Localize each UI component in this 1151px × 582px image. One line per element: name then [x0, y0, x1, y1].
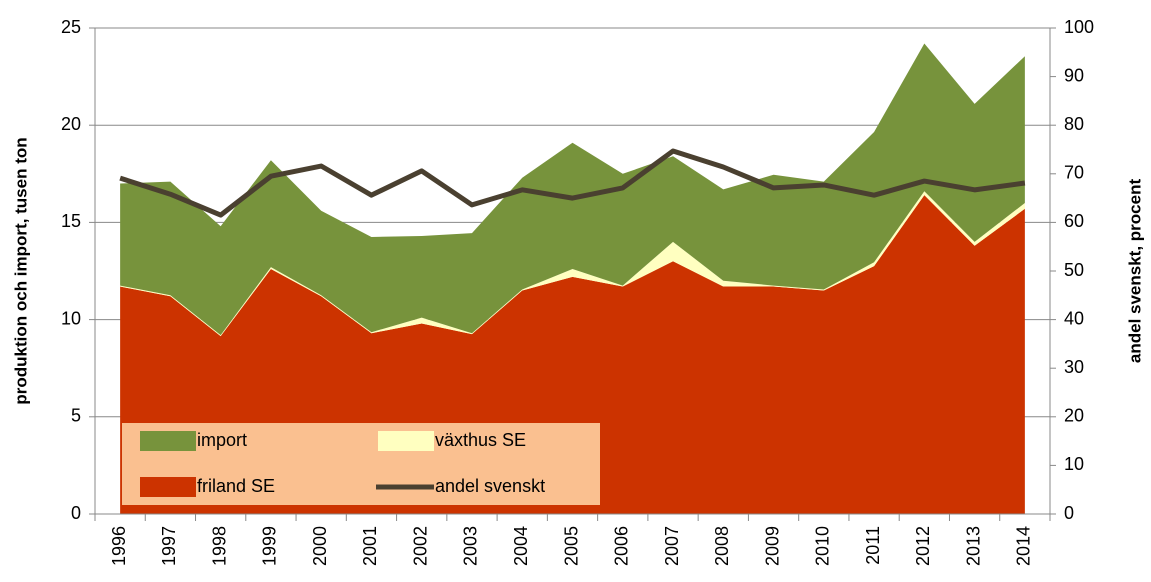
x-tick-label: 2012 — [913, 526, 933, 566]
y-tick-label: 20 — [61, 114, 81, 134]
x-tick-label: 1998 — [209, 526, 229, 566]
x-tick-label: 2001 — [360, 526, 380, 566]
x-tick-label: 2000 — [310, 526, 330, 566]
x-tick-label: 2008 — [712, 526, 732, 566]
y2-tick-label: 80 — [1064, 114, 1084, 134]
y2-tick-label: 0 — [1064, 503, 1074, 523]
x-tick-label: 2010 — [813, 526, 833, 566]
line — [119, 148, 1026, 218]
y2-tick-label: 50 — [1064, 260, 1084, 280]
legend-swatch — [378, 431, 434, 451]
y2-tick-label: 100 — [1064, 17, 1094, 37]
legend — [122, 423, 600, 505]
x-tick-label: 2002 — [410, 526, 430, 566]
x-tick-label: 2009 — [762, 526, 782, 566]
y2-tick-label: 90 — [1064, 65, 1084, 85]
x-tick-label: 2005 — [561, 526, 581, 566]
legend-label: växthus SE — [435, 430, 526, 450]
y2-tick-label: 30 — [1064, 357, 1084, 377]
legend-swatch — [140, 477, 196, 497]
legend-swatch — [140, 431, 196, 451]
y-axis-title: produktion och import, tusen ton — [11, 137, 30, 404]
y-tick-label: 5 — [71, 406, 81, 426]
x-tick-label: 1996 — [109, 526, 129, 566]
area — [120, 43, 1025, 336]
x-tick-label: 2014 — [1014, 526, 1034, 566]
y2-tick-label: 20 — [1064, 406, 1084, 426]
y2-tick-label: 40 — [1064, 308, 1084, 328]
y-tick-label: 10 — [61, 308, 81, 328]
x-tick-label: 2003 — [461, 526, 481, 566]
legend-label: import — [197, 430, 247, 450]
y2-tick-label: 10 — [1064, 454, 1084, 474]
x-tick-label: 2007 — [662, 526, 682, 566]
y-tick-label: 25 — [61, 17, 81, 37]
legend-label: andel svenskt — [435, 476, 545, 496]
x-tick-label: 1997 — [159, 526, 179, 566]
y-tick-label: 0 — [71, 503, 81, 523]
y2-axis-title: andel svenskt, procent — [1125, 179, 1144, 364]
y-tick-label: 15 — [61, 211, 81, 231]
x-tick-label: 2006 — [612, 526, 632, 566]
legend-label: friland SE — [197, 476, 275, 496]
x-tick-label: 1999 — [260, 526, 280, 566]
x-tick-label: 2004 — [511, 526, 531, 566]
x-tick-label: 2013 — [963, 526, 983, 566]
y2-tick-label: 60 — [1064, 211, 1084, 231]
x-tick-label: 2011 — [863, 526, 883, 565]
y2-tick-label: 70 — [1064, 163, 1084, 183]
